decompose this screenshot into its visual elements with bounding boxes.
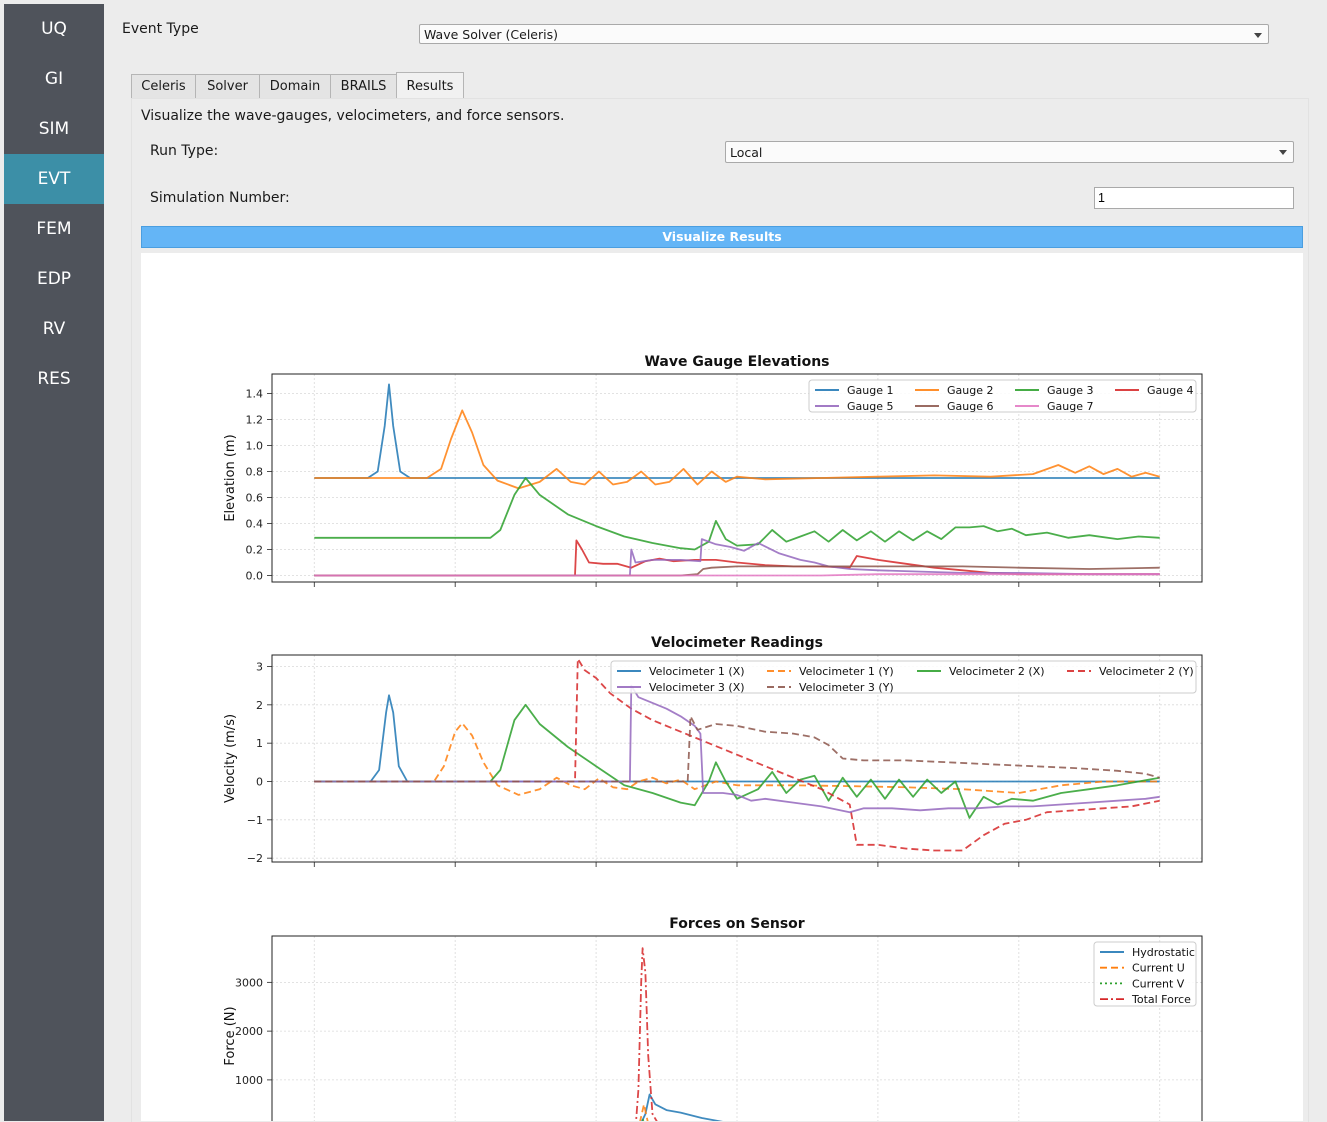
chevron-down-icon <box>1279 150 1287 155</box>
chart0-series-6 <box>314 565 1160 577</box>
chart2-title: Forces on Sensor <box>669 916 804 932</box>
results-description: Visualize the wave-gauges, velocimeters,… <box>141 108 565 124</box>
sidebar-item-sim[interactable]: SIM <box>38 119 70 139</box>
chart2-ytick-label: 3000 <box>235 976 263 989</box>
event-type-value: Wave Solver (Celeris) <box>424 27 558 42</box>
chart2-ylabel: Force (N) <box>223 1006 238 1065</box>
chart1-title: Velocimeter Readings <box>651 635 823 651</box>
chart0-ytick-label: 0.2 <box>246 544 264 557</box>
chart0-series-2 <box>314 409 1160 490</box>
simulation-number-input[interactable] <box>1094 187 1294 209</box>
run-type-value: Local <box>730 145 763 160</box>
chart2-legend-label: Total Force <box>1131 993 1191 1006</box>
sidebar-item-rv[interactable]: RV <box>42 319 66 339</box>
chart2-ytick-label: 2000 <box>235 1025 263 1038</box>
tab-brails[interactable]: BRAILS <box>330 74 397 98</box>
chart1-ytick-label: 2 <box>256 699 263 712</box>
simulation-number-label: Simulation Number: <box>150 190 290 206</box>
chart1-legend-label: Velocimeter 3 (Y) <box>799 681 894 694</box>
chart1-legend-label: Velocimeter 2 (Y) <box>1099 665 1194 678</box>
chart0-ytick-label: 1.0 <box>246 440 264 453</box>
chart2-legend-label: Current U <box>1132 962 1185 975</box>
sidebar-item-res[interactable]: RES <box>37 369 71 389</box>
main-content: Event Type Wave Solver (Celeris) Celeris… <box>104 0 1327 1122</box>
sidebar-item-edp[interactable]: EDP <box>36 269 72 289</box>
chart1-ytick-label: −2 <box>247 852 263 865</box>
event-type-label: Event Type <box>122 21 199 37</box>
chart2-series-4 <box>635 947 658 1121</box>
chart0-legend-label: Gauge 5 <box>847 400 893 413</box>
chart1-legend-box <box>610 660 1197 694</box>
chart0-ytick-label: 0.8 <box>246 466 264 479</box>
chart0-series-3 <box>314 477 1160 551</box>
chart0-legend-label: Gauge 7 <box>1047 400 1093 413</box>
chart1-series-4 <box>314 657 1160 852</box>
run-type-label: Run Type: <box>150 143 219 159</box>
chart0-legend-label: Gauge 6 <box>947 400 993 413</box>
visualize-results-button[interactable]: Visualize Results <box>141 226 1303 248</box>
chart0-legend-label: Gauge 1 <box>847 384 893 397</box>
chart0-series-5 <box>314 538 1160 577</box>
results-plot-area: 0.0 0.2 0.4 0.6 0.8 1.0 1.2 1.4 Wave Gauge Eleva… <box>141 253 1303 1121</box>
chart1-legend-label: Velocimeter 1 (X) <box>649 665 745 678</box>
chart1-legend-label: Velocimeter 3 (X) <box>649 681 745 694</box>
chart0-legend-label: Gauge 2 <box>947 384 993 397</box>
sidebar-nav: UQ GI SIM EVT FEM EDP RV RES <box>4 4 104 1121</box>
tab-results[interactable]: Results <box>396 72 464 99</box>
chart2-legend-label: Hydrostatic <box>1132 946 1195 959</box>
chart1-ytick-label: −1 <box>247 814 263 827</box>
tab-celeris[interactable]: Celeris <box>131 74 196 98</box>
chart1-series-1 <box>314 694 1160 783</box>
chart0-series-1 <box>314 383 1160 479</box>
chart0-ylabel: Elevation (m) <box>223 434 238 521</box>
sidebar-item-gi[interactable]: GI <box>44 69 64 89</box>
chart0-legend-box <box>808 379 1197 413</box>
chart0-ytick-label: 0.0 <box>246 570 264 583</box>
chart1-series-5 <box>314 684 1160 814</box>
chart2-legend-box <box>1093 941 1197 1007</box>
results-figure: 0.0 0.2 0.4 0.6 0.8 1.0 1.2 1.4 Wave Gauge Eleva… <box>223 354 1203 1121</box>
chart0-axes-frame <box>271 373 1203 583</box>
chart2-series-1 <box>641 1093 723 1121</box>
chart2-legend-label: Current V <box>1132 977 1185 990</box>
run-type-select[interactable]: Local <box>725 141 1294 163</box>
event-type-select[interactable]: Wave Solver (Celeris) <box>419 24 1269 44</box>
chart1-ytick-label: 0 <box>256 776 263 789</box>
chart0-title: Wave Gauge Elevations <box>644 354 829 370</box>
chart0-ytick-label: 1.4 <box>246 388 264 401</box>
chart1-series-3 <box>314 703 1160 819</box>
chart0-series-7 <box>314 573 1160 577</box>
chart0-ytick-label: 0.6 <box>246 492 264 505</box>
chevron-down-icon <box>1254 33 1262 38</box>
chart2-axes-frame <box>271 935 1203 1121</box>
chart1-legend-label: Velocimeter 2 (X) <box>949 665 1045 678</box>
chart0-ytick-label: 1.2 <box>246 414 264 427</box>
chart1-legend-label: Velocimeter 1 (Y) <box>799 665 894 678</box>
tab-solver[interactable]: Solver <box>195 74 260 98</box>
sidebar-item-fem[interactable]: FEM <box>36 219 72 239</box>
chart1-ylabel: Velocity (m/s) <box>223 714 238 803</box>
chart1-ytick-label: 1 <box>256 737 263 750</box>
chart1-series-6 <box>314 715 1160 783</box>
chart1-ytick-label: 3 <box>256 661 263 674</box>
chart0-legend-label: Gauge 3 <box>1047 384 1093 397</box>
tab-domain[interactable]: Domain <box>259 74 331 98</box>
chart0-ytick-label: 0.4 <box>246 518 264 531</box>
chart1-series-2 <box>314 722 1160 796</box>
sidebar-item-uq[interactable]: UQ <box>41 19 67 39</box>
sidebar-item-evt[interactable]: EVT <box>4 154 104 204</box>
chart0-legend-label: Gauge 4 <box>1147 384 1193 397</box>
chart1-axes-frame <box>271 654 1203 863</box>
chart2-ytick-label: 1000 <box>235 1074 263 1087</box>
